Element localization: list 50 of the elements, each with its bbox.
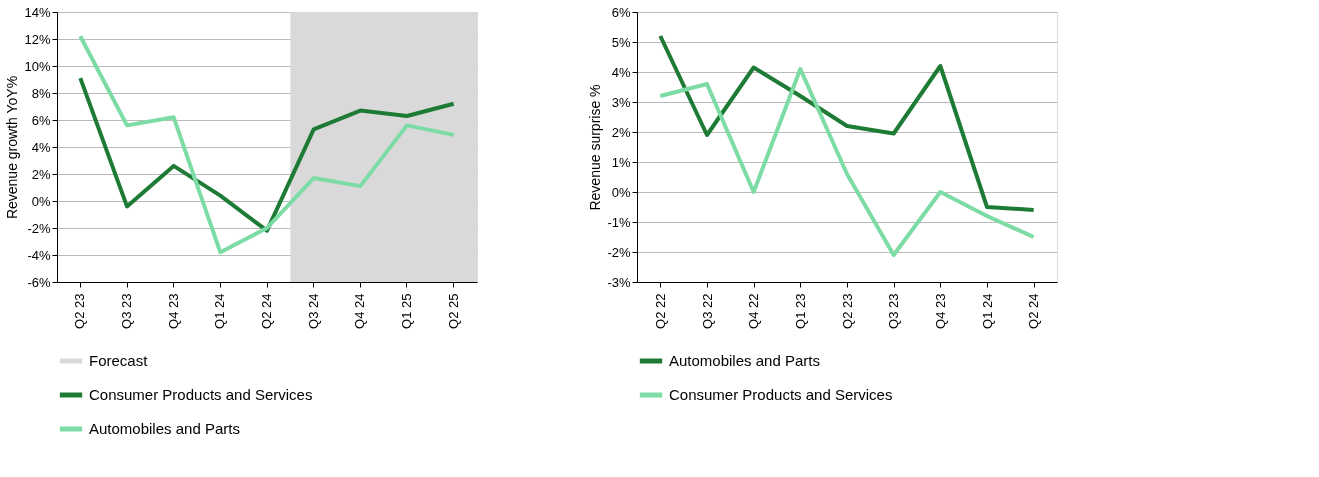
x-tick-label: Q3 23: [886, 293, 902, 329]
y-tick-label: 4%: [611, 64, 631, 80]
legend-label: Automobiles and Parts: [89, 420, 240, 437]
y-axis-title: Revenue surprise %: [587, 84, 604, 211]
x-tick-label: Q4 23: [932, 293, 948, 329]
y-tick-label: 0%: [31, 193, 51, 209]
x-tick-label: Q4 23: [165, 293, 181, 329]
y-tick-label: 6%: [31, 112, 51, 128]
x-tick-label: Q2 23: [839, 293, 855, 329]
y-tick-label: 2%: [611, 124, 631, 140]
line-series: [658, 34, 1036, 212]
y-tick-label: 0%: [611, 184, 631, 200]
y-tick-label: 6%: [611, 4, 631, 20]
x-tick-label: Q1 24: [979, 293, 995, 329]
x-tick-label: Q3 23: [119, 293, 134, 329]
line-series: [78, 34, 456, 255]
y-axis-title: Revenue growth YoY%: [4, 75, 21, 220]
x-tick-label: Q2 23: [72, 293, 88, 329]
legend-label: Forecast: [89, 352, 149, 369]
x-tick-label: Q4 22: [746, 293, 762, 329]
x-tick-label: Q2 24: [1026, 293, 1042, 329]
y-tick-label: -6%: [27, 274, 51, 290]
y-tick-label: 8%: [31, 85, 51, 101]
x-tick-label: Q4 24: [352, 293, 368, 329]
y-tick-label: -2%: [27, 220, 51, 236]
x-tick-label: Q1 24: [212, 293, 228, 329]
y-tick-label: 5%: [611, 34, 631, 50]
x-tick-label: Q3 22: [699, 293, 715, 329]
y-tick-label: -1%: [607, 214, 631, 230]
x-tick-label: Q2 25: [445, 293, 461, 329]
line-series: [78, 76, 456, 233]
legend-label: Consumer Products and Services: [669, 386, 893, 403]
line-series: [658, 67, 1036, 257]
y-tick-label: 12%: [24, 31, 51, 47]
y-tick-label: 1%: [611, 154, 631, 170]
legend-label: Automobiles and Parts: [669, 352, 820, 369]
y-tick-label: -2%: [607, 244, 631, 260]
x-tick-label: Q1 23: [792, 293, 808, 329]
y-tick-label: 14%: [24, 4, 51, 20]
y-tick-label: 10%: [24, 58, 51, 74]
x-tick-label: Q2 24: [259, 293, 274, 329]
legend-label: Consumer Products and Services: [89, 386, 313, 403]
y-tick-label: -3%: [607, 274, 631, 290]
y-tick-label: 3%: [611, 94, 631, 110]
y-tick-label: 4%: [31, 139, 51, 155]
y-tick-label: 2%: [31, 166, 51, 182]
x-tick-label: Q3 24: [305, 293, 321, 329]
x-tick-label: Q2 22: [652, 293, 668, 329]
x-tick-label: Q1 25: [399, 293, 414, 329]
y-tick-label: -4%: [27, 247, 51, 263]
